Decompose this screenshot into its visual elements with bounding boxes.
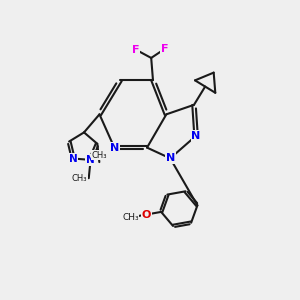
Text: N: N <box>69 154 78 164</box>
Text: N: N <box>191 131 201 141</box>
Text: CH₃: CH₃ <box>122 213 139 222</box>
Text: F: F <box>132 45 140 55</box>
Text: N: N <box>110 142 119 153</box>
Text: N: N <box>166 153 175 163</box>
Text: F: F <box>161 44 168 54</box>
Text: CH₃: CH₃ <box>92 151 107 160</box>
Text: CH₃: CH₃ <box>72 174 87 183</box>
Text: N: N <box>86 155 95 165</box>
Text: O: O <box>142 209 151 220</box>
